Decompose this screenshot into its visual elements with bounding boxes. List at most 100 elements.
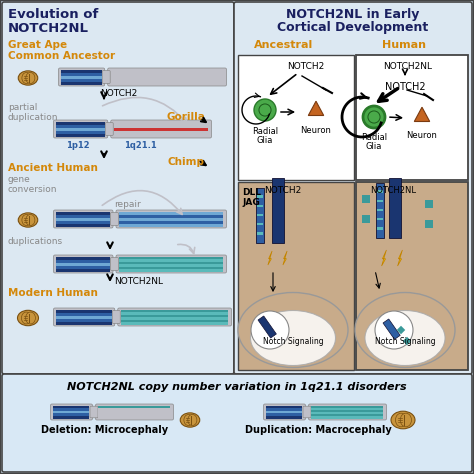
Bar (119, 224, 224, 227)
Bar (257, 205, 263, 207)
Bar (56, 211, 110, 215)
Bar (383, 319, 400, 339)
Polygon shape (382, 250, 386, 266)
Text: NOTCH2: NOTCH2 (385, 82, 425, 92)
Bar (56, 312, 112, 316)
Text: Neuron: Neuron (407, 131, 438, 140)
Bar (121, 315, 228, 317)
Text: Cortical Development: Cortical Development (277, 21, 428, 34)
Bar (311, 408, 383, 410)
Polygon shape (283, 251, 287, 265)
FancyBboxPatch shape (54, 210, 113, 228)
FancyBboxPatch shape (54, 308, 115, 326)
Ellipse shape (26, 73, 35, 83)
Bar (56, 215, 110, 218)
Text: 1p12: 1p12 (66, 141, 90, 150)
Bar (389, 178, 401, 238)
Bar (266, 416, 302, 419)
Ellipse shape (18, 213, 38, 227)
Ellipse shape (188, 414, 197, 426)
Text: Deletion: Microcephaly: Deletion: Microcephaly (41, 425, 169, 435)
Bar (99, 413, 171, 416)
Text: Common Ancestor: Common Ancestor (8, 51, 115, 61)
Bar (56, 319, 112, 321)
FancyBboxPatch shape (111, 120, 211, 138)
Bar (257, 223, 263, 225)
Bar (272, 177, 284, 243)
Ellipse shape (400, 413, 411, 427)
Bar (62, 75, 102, 79)
Bar (311, 410, 383, 412)
Bar (266, 408, 302, 410)
Bar (121, 310, 228, 312)
FancyBboxPatch shape (110, 257, 118, 270)
Polygon shape (268, 251, 272, 265)
Text: partial: partial (8, 103, 37, 112)
Bar (362, 215, 370, 223)
Bar (425, 200, 433, 208)
Bar (111, 74, 224, 80)
Bar (114, 121, 209, 125)
FancyBboxPatch shape (54, 255, 113, 273)
Bar (425, 220, 433, 228)
Bar (311, 414, 383, 416)
Text: Radial: Radial (361, 133, 387, 142)
Bar (119, 220, 224, 224)
FancyBboxPatch shape (2, 374, 472, 472)
Bar (121, 312, 228, 315)
Bar (99, 416, 171, 419)
Text: Glia: Glia (366, 142, 382, 151)
Bar (397, 326, 405, 334)
Bar (377, 209, 383, 211)
Bar (54, 413, 90, 416)
FancyBboxPatch shape (116, 255, 227, 273)
Ellipse shape (22, 214, 31, 226)
Bar (62, 79, 102, 82)
Text: NOTCH2NL: NOTCH2NL (114, 276, 163, 285)
Text: NOTCH2NL copy number variation in 1q21.1 disorders: NOTCH2NL copy number variation in 1q21.1… (67, 382, 407, 392)
Bar (54, 408, 90, 410)
Bar (62, 82, 102, 84)
Text: NOTCH2: NOTCH2 (100, 89, 137, 98)
Bar (377, 200, 383, 202)
Text: NOTCH2NL: NOTCH2NL (370, 186, 416, 195)
FancyBboxPatch shape (264, 404, 306, 420)
FancyBboxPatch shape (105, 123, 113, 136)
Bar (356, 55, 468, 180)
Text: JAG: JAG (242, 198, 260, 207)
Ellipse shape (238, 292, 348, 367)
Bar (377, 191, 383, 193)
Text: repair: repair (115, 200, 141, 209)
Text: Neuron: Neuron (301, 126, 331, 135)
Ellipse shape (365, 310, 445, 365)
FancyBboxPatch shape (2, 2, 234, 374)
Text: gene: gene (8, 175, 31, 184)
Bar (54, 405, 90, 408)
FancyBboxPatch shape (234, 2, 472, 374)
Bar (54, 410, 90, 413)
Bar (403, 337, 411, 345)
Bar (114, 134, 209, 137)
Bar (56, 265, 110, 268)
Bar (311, 412, 383, 414)
FancyBboxPatch shape (90, 406, 98, 418)
Ellipse shape (180, 413, 200, 427)
Bar (56, 218, 110, 220)
Ellipse shape (26, 312, 36, 324)
Bar (56, 259, 110, 263)
Text: NOTCH2NL: NOTCH2NL (383, 62, 432, 71)
Bar (119, 218, 224, 220)
Text: Notch Signaling: Notch Signaling (374, 337, 435, 346)
Bar (54, 416, 90, 419)
Bar (56, 316, 112, 319)
Bar (56, 321, 112, 325)
Ellipse shape (251, 311, 289, 349)
Bar (119, 259, 224, 262)
Bar (119, 262, 224, 264)
Bar (99, 405, 171, 408)
Bar (266, 413, 302, 416)
Bar (56, 263, 110, 265)
Bar (62, 73, 102, 75)
Ellipse shape (21, 312, 31, 324)
Bar (311, 405, 383, 408)
